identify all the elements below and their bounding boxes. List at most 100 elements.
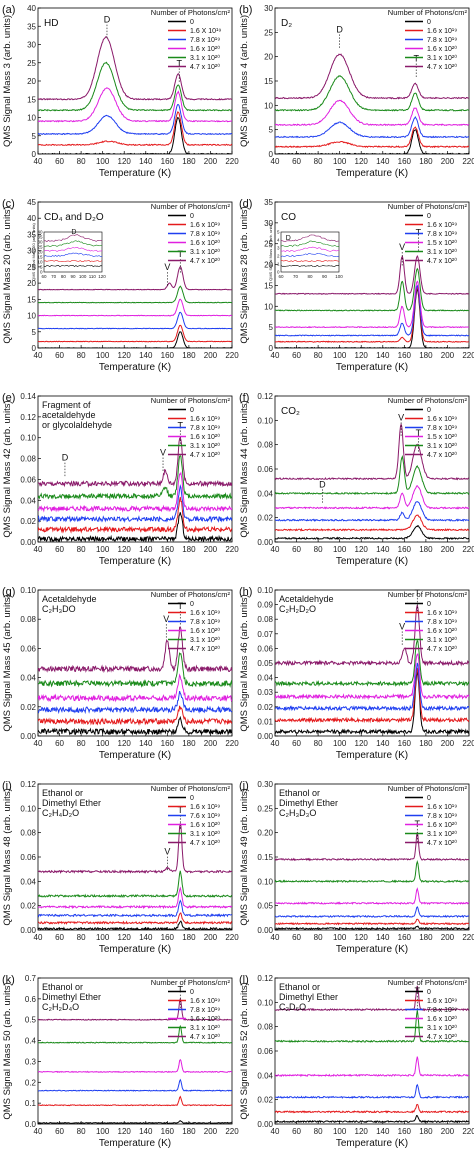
y-tick-label: 0.04 — [20, 877, 36, 886]
x-tick-label: 140 — [139, 351, 153, 360]
inset-y-label: QMS Signal Mass 20 (arb. units) — [31, 222, 36, 280]
legend-title: Number of Photons/cm² — [151, 202, 231, 211]
series-group — [38, 821, 232, 930]
x-tick-label: 140 — [376, 739, 390, 748]
x-tick-label: 120 — [355, 157, 369, 166]
x-tick-label: 160 — [398, 157, 412, 166]
legend-entry: 3.1 x 10²⁰ — [190, 54, 220, 62]
legend-entry: 1.6 x 10¹⁹ — [190, 222, 220, 229]
panel-title-line: Dimethyl Ether — [279, 992, 338, 1002]
y-tick-label: 15 — [264, 77, 273, 86]
y-tick-label: 10 — [27, 312, 36, 321]
y-tick-label: 0.10 — [20, 586, 36, 595]
legend-entry: 3.1 x 10²⁰ — [190, 248, 220, 256]
series-line-0 — [275, 287, 469, 348]
panel-title: CD₄ and D₂O — [44, 212, 104, 223]
legend-entry: 4.7 x 10²⁰ — [190, 257, 220, 265]
legend-entry: 1.6 x 10²⁰ — [427, 627, 457, 635]
panel-label: (i) — [2, 780, 12, 792]
legend-entry: 0 — [190, 795, 194, 802]
series-group — [38, 436, 232, 542]
series-line-2 — [275, 115, 469, 139]
panel-title-line: C₂H₃D₃O — [279, 808, 316, 818]
x-tick-label: 100 — [96, 1127, 110, 1136]
legend-entry: 1.6 x 10¹⁹ — [427, 998, 457, 1005]
x-tick-label: 80 — [314, 739, 323, 748]
series-line-4 — [275, 860, 469, 884]
legend-entry: 4.7 x 10²⁰ — [427, 451, 457, 459]
series-line-4 — [38, 285, 232, 304]
series-line-3 — [38, 673, 232, 703]
panel-title-line: Dimethyl Ether — [279, 798, 338, 808]
inset-y-tick: 2 — [277, 254, 280, 259]
chart-panel-b: (b) 40 60 80 100 120 140 160 180 200 220 0 5 10 15 20 25… — [239, 4, 474, 179]
inset-y-tick: 10 — [37, 260, 43, 265]
x-tick-label: 180 — [419, 739, 433, 748]
y-tick-label: 0.05 — [257, 902, 273, 911]
x-tick-label: 100 — [333, 739, 347, 748]
panel-title: CO₂ — [281, 406, 300, 417]
series-line-5 — [275, 604, 469, 667]
x-axis-label: Temperature (K) — [99, 944, 171, 955]
inset-x-tick: 100 — [335, 274, 343, 279]
y-tick-label: 30 — [27, 41, 36, 50]
x-axis-label: Temperature (K) — [336, 556, 408, 567]
y-tick-label: 0.00 — [257, 1120, 273, 1129]
peak-annotation: T — [178, 420, 184, 430]
series-line-5 — [275, 255, 469, 295]
y-tick-label: 25 — [264, 28, 273, 37]
legend-entry: 7.8 x 10¹⁹ — [190, 1007, 220, 1014]
x-tick-label: 80 — [314, 157, 323, 166]
x-tick-label: 180 — [419, 545, 433, 554]
y-tick-label: 0.06 — [257, 1047, 273, 1056]
x-tick-label: 160 — [161, 545, 175, 554]
y-tick-label: 0.02 — [20, 703, 36, 712]
legend-entry: 0 — [427, 407, 431, 414]
y-tick-label: 0.05 — [257, 659, 273, 668]
legend-entry: 7.8 x 10¹⁹ — [190, 231, 220, 238]
legend-entry: 4.7 x 10²⁰ — [190, 1033, 220, 1041]
x-tick-label: 220 — [462, 739, 474, 748]
x-tick-label: 60 — [292, 933, 301, 942]
panel-title-line: Fragment of — [42, 400, 91, 410]
chart-panel-j: (j) 40 60 80 100 120 140 160 180 200 220 0.00 0.05 0.… — [239, 780, 474, 955]
peak-annotation: V — [160, 447, 166, 457]
y-tick-label: 0.09 — [257, 601, 273, 610]
x-tick-label: 40 — [34, 351, 43, 360]
y-tick-label: 0.10 — [257, 586, 273, 595]
legend-entry: 4.7 x 10²⁰ — [190, 63, 220, 71]
legend-entry: 1.6 x 10²⁰ — [427, 1015, 457, 1023]
y-tick-label: 0.08 — [257, 615, 273, 624]
x-tick-label: 160 — [398, 545, 412, 554]
inset-x-tick: 120 — [98, 274, 106, 279]
series-line-1 — [275, 918, 469, 926]
x-tick-label: 120 — [118, 351, 132, 360]
y-tick-label: 5 — [269, 126, 274, 135]
y-tick-label: 0.00 — [20, 732, 36, 741]
legend-entry: 0 — [190, 989, 194, 996]
series-line-1 — [275, 126, 469, 149]
legend-entry: 3.1 x 10²⁰ — [190, 636, 220, 644]
y-tick-label: 0.04 — [20, 674, 36, 683]
panel-title: CO — [281, 212, 296, 223]
y-tick-label: 0.7 — [25, 974, 37, 983]
series-line-2 — [38, 690, 232, 715]
legend-entry: 7.8 x 10¹⁹ — [427, 1007, 457, 1014]
y-tick-label: 0 — [32, 344, 37, 353]
series-line-0 — [38, 512, 232, 542]
y-axis-label: QMS Signal Mass 48 (arb. units) — [2, 788, 13, 925]
series-line-1 — [38, 111, 232, 147]
y-tick-label: 15 — [27, 295, 36, 304]
legend-title: Number of Photons/cm² — [151, 8, 231, 17]
x-tick-label: 100 — [333, 157, 347, 166]
y-tick-label: 0.06 — [257, 644, 273, 653]
legend-entry: 4.7 x 10²⁰ — [427, 257, 457, 265]
x-tick-label: 140 — [376, 1127, 390, 1136]
legend-entry: 1.6 x 10¹⁹ — [427, 416, 457, 423]
x-tick-label: 120 — [118, 1127, 132, 1136]
legend-entry: 0 — [427, 601, 431, 608]
x-tick-label: 40 — [34, 933, 43, 942]
inset-series-2 — [43, 252, 103, 258]
x-tick-label: 220 — [225, 545, 239, 554]
y-tick-label: 45 — [27, 198, 36, 207]
